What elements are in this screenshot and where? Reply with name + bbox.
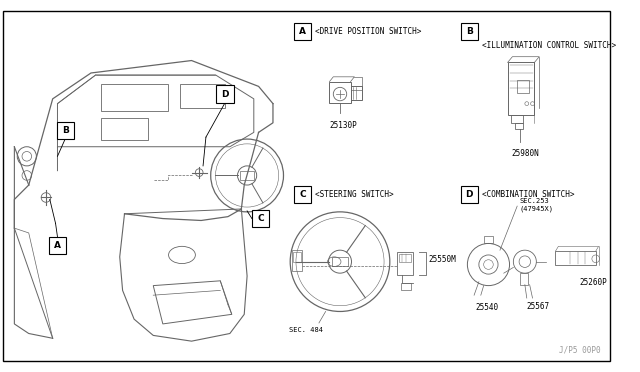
Text: A: A [54, 241, 61, 250]
Bar [49, 237, 66, 254]
Bar [241, 171, 254, 180]
Text: 25130P: 25130P [329, 121, 356, 130]
Bar [330, 81, 351, 103]
Bar [293, 252, 301, 262]
Text: B: B [466, 27, 473, 36]
Bar [461, 23, 478, 41]
Text: <COMBINATION SWITCH>: <COMBINATION SWITCH> [482, 190, 574, 199]
Text: <DRIVE POSITION SWITCH>: <DRIVE POSITION SWITCH> [315, 27, 422, 36]
Text: (47945X): (47945X) [519, 205, 553, 212]
Text: <ILLUMINATION CONTROL SWITCH>: <ILLUMINATION CONTROL SWITCH> [482, 41, 616, 50]
Text: B: B [61, 126, 68, 135]
Bar [508, 62, 534, 115]
Bar [216, 86, 234, 103]
Bar [351, 86, 362, 100]
Text: <STEERING SWITCH>: <STEERING SWITCH> [315, 190, 394, 199]
Bar [511, 115, 523, 123]
Bar [252, 210, 269, 227]
Bar [401, 283, 411, 291]
Bar [332, 257, 348, 266]
Text: D: D [465, 190, 473, 199]
Text: C: C [300, 190, 306, 199]
Text: SEC.253: SEC.253 [519, 198, 549, 204]
Text: A: A [299, 27, 306, 36]
Bar [517, 80, 529, 93]
Bar [294, 23, 311, 41]
Bar [556, 251, 596, 264]
Bar [294, 186, 311, 203]
Text: 25550M: 25550M [428, 255, 456, 264]
Bar [56, 122, 74, 139]
Text: 25540: 25540 [475, 303, 498, 312]
Bar [397, 252, 413, 275]
Text: 25980N: 25980N [511, 149, 539, 158]
Bar [461, 186, 478, 203]
Text: SEC. 484: SEC. 484 [289, 327, 323, 333]
Bar [520, 273, 528, 285]
Text: C: C [257, 214, 264, 223]
Text: J/P5 00P0: J/P5 00P0 [559, 346, 600, 355]
Text: 25567: 25567 [527, 302, 550, 311]
Text: D: D [221, 90, 229, 99]
Bar [515, 123, 523, 129]
Text: 25260P: 25260P [579, 278, 607, 287]
Bar [292, 250, 301, 271]
Bar [484, 236, 493, 243]
Bar [399, 254, 411, 262]
